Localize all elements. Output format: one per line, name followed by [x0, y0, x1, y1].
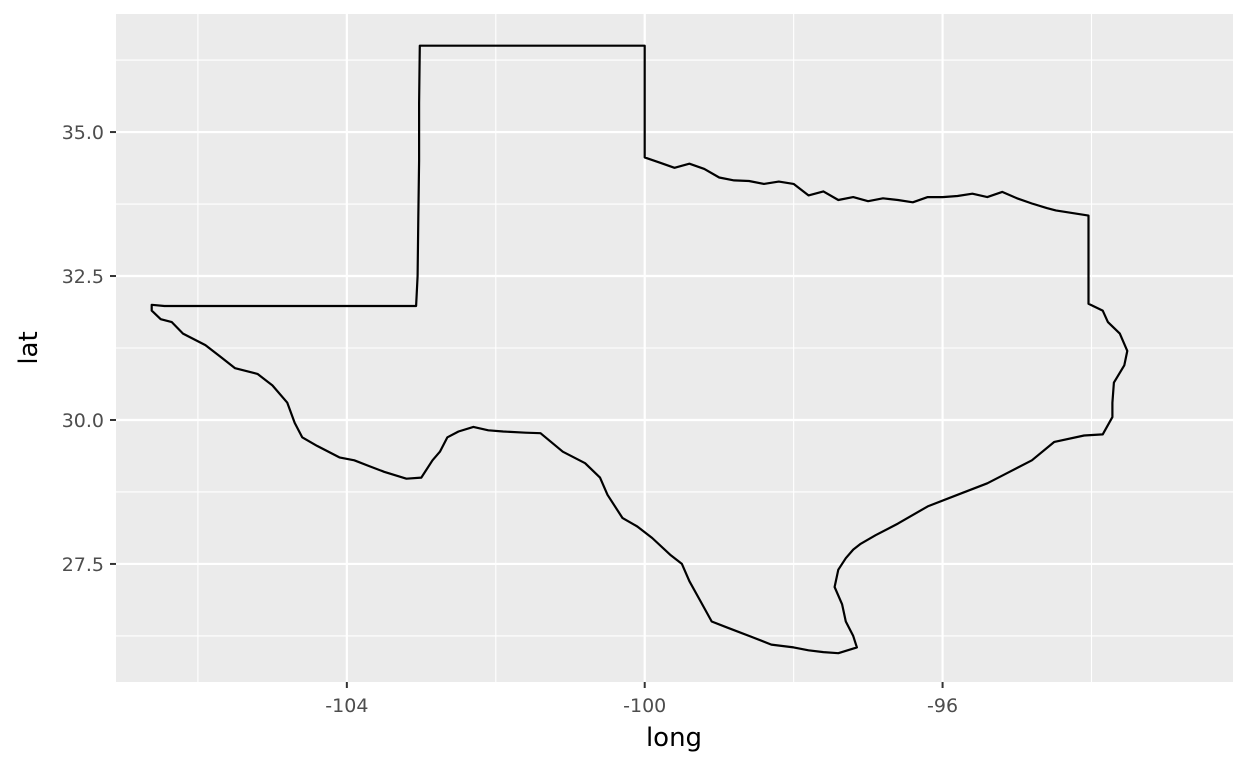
state-outlines [150, 44, 1129, 655]
y-axis-title: lat [14, 331, 44, 364]
x-axis-ticks: -104 -100 -96 [325, 682, 958, 717]
x-tick-label: -100 [623, 695, 666, 717]
x-axis-title: long [646, 723, 702, 753]
y-tick-label: 35.0 [62, 122, 104, 144]
state-outline-texas [150, 44, 1129, 655]
x-tick-label: -104 [325, 695, 368, 717]
y-tick-label: 32.5 [62, 266, 104, 288]
y-tick-label: 27.5 [62, 554, 104, 576]
y-axis-ticks: 27.5 30.0 32.5 35.0 [62, 122, 116, 576]
x-tick-label: -96 [927, 695, 958, 717]
minor-gridlines [116, 14, 1233, 682]
y-tick-label: 30.0 [62, 410, 104, 432]
